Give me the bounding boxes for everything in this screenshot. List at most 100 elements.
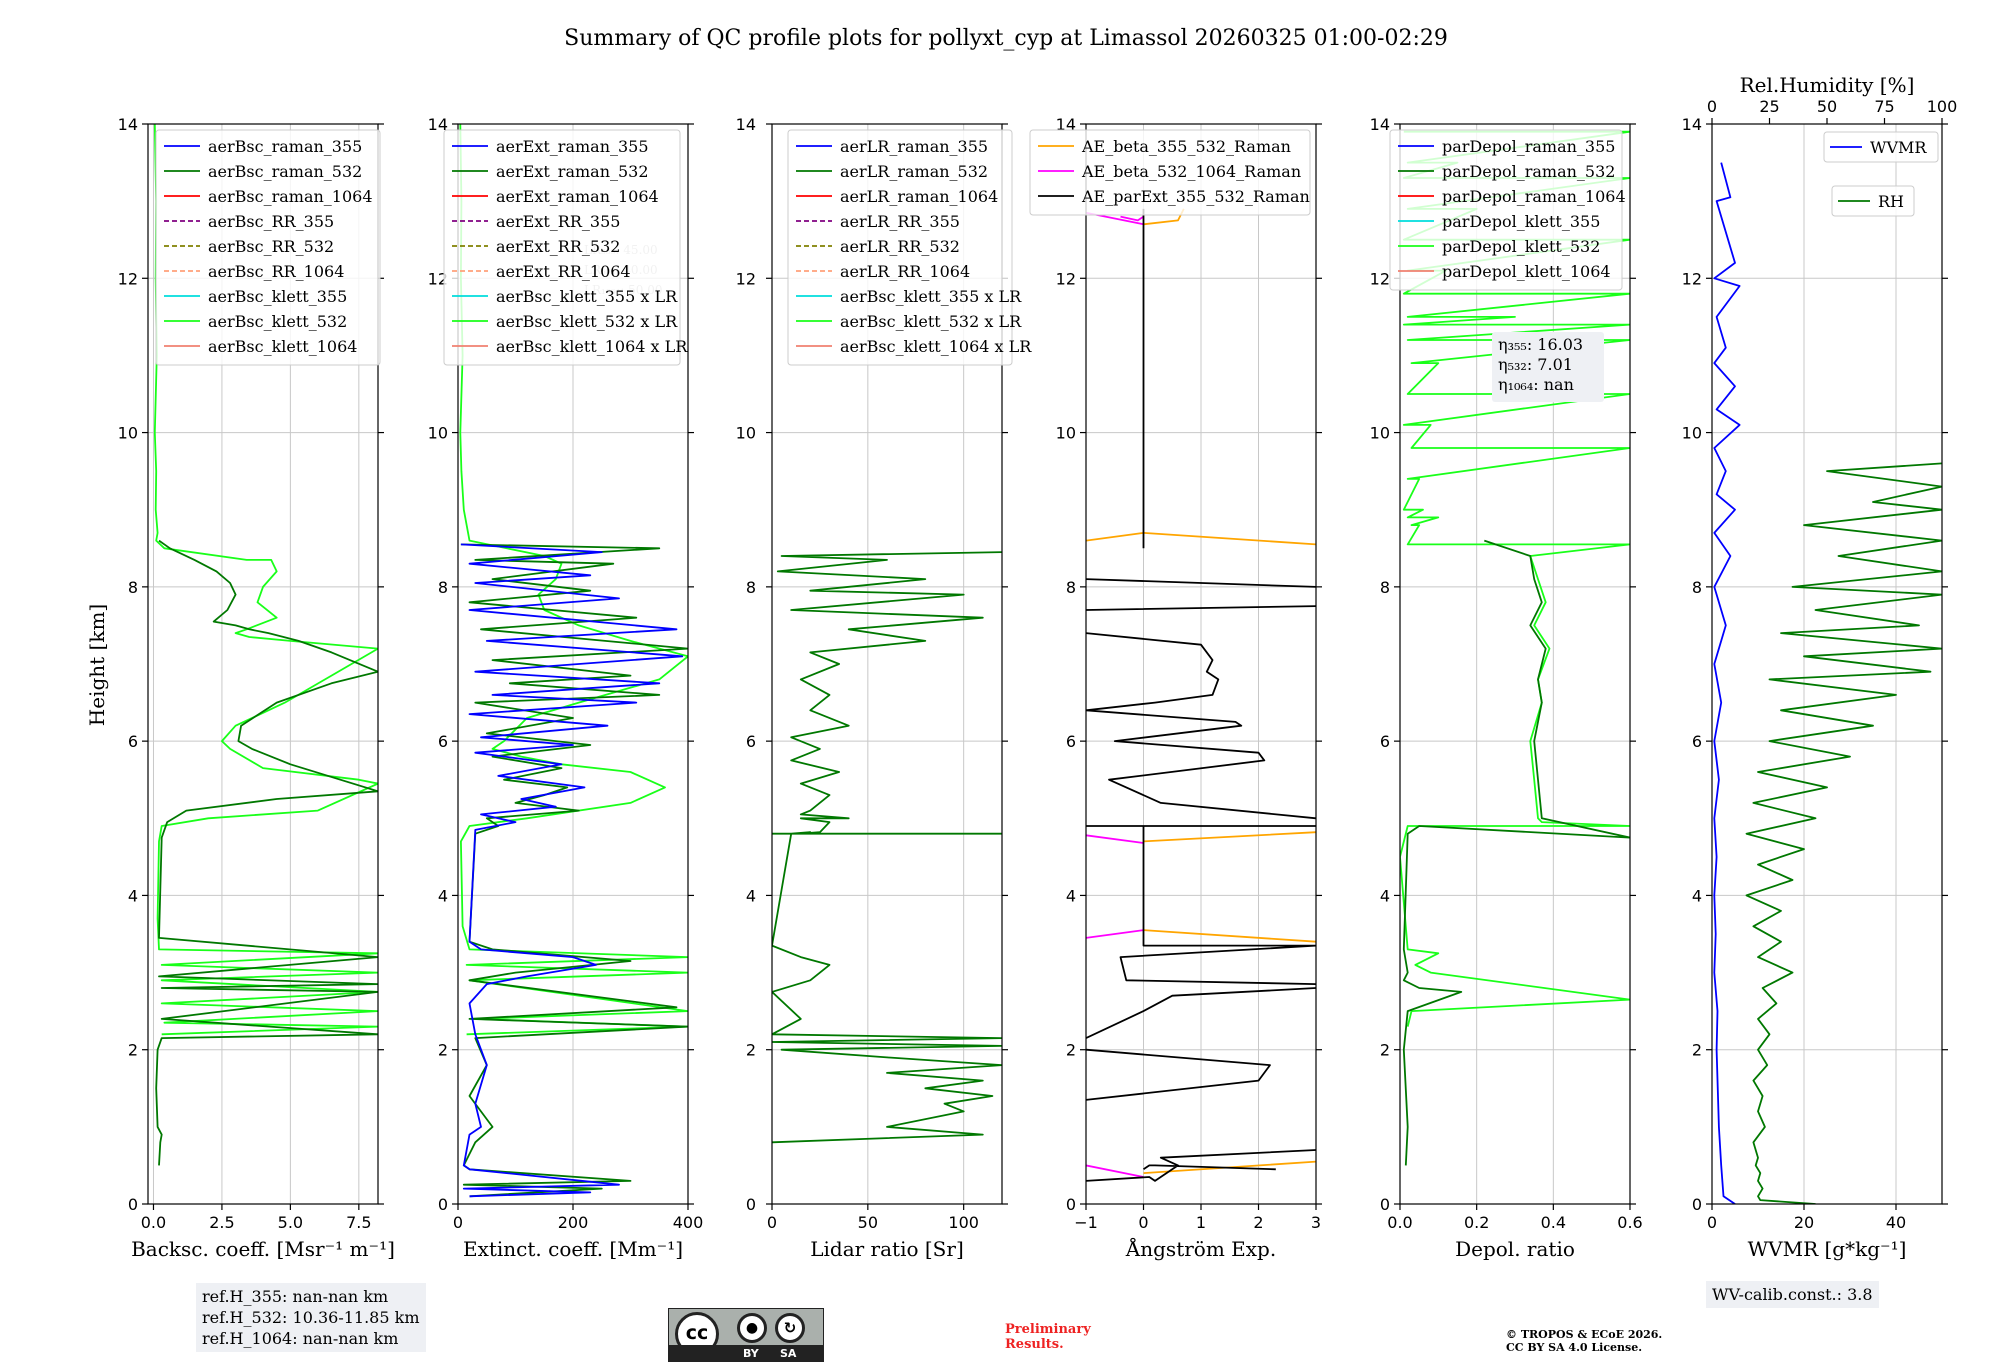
legend-label-aerExt_raman_1064: aerExt_raman_1064 [496,187,659,206]
legend-label-aerBsc_raman_1064: aerBsc_raman_1064 [208,187,373,206]
y-tick-label-3: 6 [438,732,448,751]
series-AE_beta_532_1064_Raman [1086,211,1144,1178]
y-tick-label-5: 10 [1682,424,1702,443]
x-tick-label-2: 400 [673,1213,704,1232]
legend-label-aerBsc_klett_1064: aerBsc_klett_1064 [208,337,357,356]
top-x-tick-label-0: 0 [1707,97,1717,116]
legend-label-aerExt_RR_1064: aerExt_RR_1064 [496,262,631,281]
x-tick-label-1: 50 [858,1213,878,1232]
series-aerBsc_klett_532 x LR [459,124,688,1036]
y-tick-label-1: 2 [1380,1041,1390,1060]
y-tick-label-2: 4 [128,886,138,905]
legend-label-aerBsc_raman_532: aerBsc_raman_532 [208,162,362,181]
legend-label-AE_beta_355_532_Raman: AE_beta_355_532_Raman [1081,137,1291,156]
y-tick-label-1: 2 [438,1041,448,1060]
cc-by-sa-badge: cc ● ↻ BY SA [668,1308,824,1362]
y-tick-label-1: 2 [1066,1041,1076,1060]
legend-label-aerLR_raman_355: aerLR_raman_355 [840,137,988,156]
y-tick-label-7: 14 [1370,115,1390,134]
legend-label-parDepol_raman_355: parDepol_raman_355 [1442,137,1615,156]
legend-label-aerBsc_klett_532 x LR: aerBsc_klett_532 x LR [840,312,1022,331]
legend-label-parDepol_raman_532: parDepol_raman_532 [1442,162,1615,181]
y-tick-label-3: 6 [746,732,756,751]
copyright-line-1: © TROPOS & ECoE 2026. [1506,1328,1663,1341]
legend-label-aerLR_raman_1064: aerLR_raman_1064 [840,187,998,206]
reference-height-box: ref.H_355: nan-nan km ref.H_532: 10.36-1… [196,1283,426,1352]
legend-label-aerLR_raman_532: aerLR_raman_532 [840,162,988,181]
y-tick-label-2: 4 [1380,886,1390,905]
y-tick-label-5: 10 [1370,424,1390,443]
legend-label-aerBsc_RR_1064: aerBsc_RR_1064 [208,262,344,281]
y-tick-label-7: 14 [118,115,138,134]
copyright-line-2: CC BY SA 4.0 License. [1506,1341,1643,1354]
preliminary-results-note: Preliminary Results. [1005,1322,1091,1352]
x-axis-label: Extinct. coeff. [Mm⁻¹] [463,1237,683,1261]
ref-height-1064: ref.H_1064: nan-nan km [202,1329,399,1348]
legend-label-aerBsc_klett_532: aerBsc_klett_532 [208,312,347,331]
series-aerExt_raman_355 [460,543,684,1198]
attribution-icon: ● [737,1313,767,1343]
wv-calib-box: WV-calib.const.: 3.8 [1706,1281,1879,1308]
legend-label-AE_beta_532_1064_Raman: AE_beta_532_1064_Raman [1081,162,1301,181]
top-x-axis-label: Rel.Humidity [%] [1740,73,1915,97]
x-tick-label-2: 100 [948,1213,979,1232]
legend-label-aerLR_RR_1064: aerLR_RR_1064 [840,262,970,281]
x-tick-label-0: 0 [453,1213,463,1232]
panel-wvmr_rh: 0 2 4 6 8 10 12 14 0 20 40 WVMR [g*kg⁻¹] 0 25 50 75 100 R… [1682,73,1958,1261]
y-tick-label-0: 0 [438,1195,448,1214]
x-tick-label-2: 0.4 [1541,1213,1566,1232]
legend-label-RH: RH [1878,192,1904,211]
legend-label-parDepol_klett_1064: parDepol_klett_1064 [1442,262,1611,281]
y-tick-label-0: 0 [746,1195,756,1214]
y-tick-label-4: 8 [1692,578,1702,597]
ref-height-532: ref.H_532: 10.36-11.85 km [202,1308,420,1327]
panel-frame [1399,123,1631,1205]
legend-label-aerBsc_raman_355: aerBsc_raman_355 [208,137,362,156]
legend-label-aerExt_raman_532: aerExt_raman_532 [496,162,649,181]
y-tick-label-7: 14 [428,115,448,134]
x-tick-label-0: −1 [1074,1213,1098,1232]
series-aerBsc_klett_532 [153,124,378,1036]
y-tick-label-1: 2 [1692,1041,1702,1060]
y-tick-label-5: 10 [428,424,448,443]
series-WVMR [1713,162,1741,1204]
y-axis-label: Height [km] [85,604,109,726]
legend-label-aerBsc_klett_532 x LR: aerBsc_klett_532 x LR [496,312,678,331]
y-tick-label-5: 10 [118,424,138,443]
legend-box [787,129,1013,366]
legend-box-RH [1831,185,1915,217]
x-tick-label-3: 2 [1253,1213,1263,1232]
legend-label-aerExt_raman_355: aerExt_raman_355 [496,137,649,156]
x-tick-label-2: 5.0 [278,1213,303,1232]
legend-label-aerBsc_RR_532: aerBsc_RR_532 [208,237,334,256]
top-x-tick-label-3: 75 [1874,97,1894,116]
x-tick-label-0: 0 [767,1213,777,1232]
y-tick-label-6: 12 [118,269,138,288]
x-tick-label-0: 0.0 [1387,1213,1412,1232]
panel-frame [771,123,1003,1205]
y-tick-label-5: 10 [1056,424,1076,443]
x-tick-label-1: 0 [1138,1213,1148,1232]
series-aerBsc_raman_532 [155,539,378,1166]
x-axis-label: Ångström Exp. [1125,1236,1276,1261]
y-tick-label-2: 4 [1692,886,1702,905]
legend-label-parDepol_klett_532: parDepol_klett_532 [1442,237,1600,256]
legend-label-aerBsc_klett_355 x LR: aerBsc_klett_355 x LR [840,287,1022,306]
y-tick-label-6: 12 [736,269,756,288]
y-tick-label-3: 6 [1380,732,1390,751]
y-tick-label-4: 8 [746,578,756,597]
panel-backscatter: 0 2 4 6 8 10 12 14 0.0 2.5 5.0 7.5 Backsc. coeff. [M… [118,115,395,1261]
y-tick-label-4: 8 [1066,578,1076,597]
y-tick-label-6: 12 [1682,269,1702,288]
legend-label-WVMR: WVMR [1870,138,1927,157]
legend-box [1389,129,1623,291]
legend-label-aerBsc_RR_355: aerBsc_RR_355 [208,212,334,231]
legend-label-AE_parExt_355_532_Raman: AE_parExt_355_532_Raman [1081,187,1310,206]
x-tick-label-1: 200 [558,1213,589,1232]
y-tick-label-0: 0 [128,1195,138,1214]
sa-label: SA [780,1347,797,1360]
panel-depolarization: 0 2 4 6 8 10 12 14 0.0 0.2 0.4 0.6 Depol. ratio η₃₅₅:… [1370,115,1643,1261]
y-tick-label-6: 12 [428,269,448,288]
y-tick-label-3: 6 [1692,732,1702,751]
